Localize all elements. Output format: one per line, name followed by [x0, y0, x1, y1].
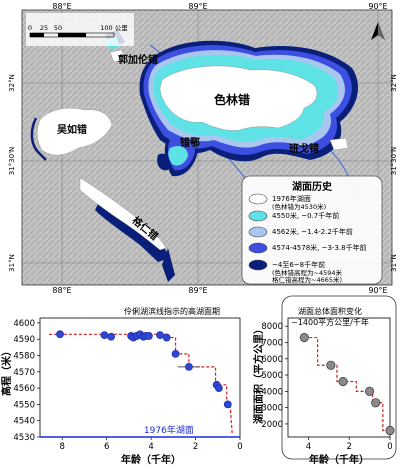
legend-swatch: [248, 193, 268, 205]
y-tick-label: 4540: [13, 417, 35, 427]
wuru-outline: [30, 117, 47, 161]
area-data-point: [299, 333, 309, 343]
area-x-label: 年龄（千年）: [309, 453, 369, 466]
lat-tick-31: 31°N: [8, 254, 16, 272]
y-tick-label: 5000: [261, 371, 283, 381]
y-tick-label: 4530: [13, 433, 35, 443]
legend-label: 4562米, ~1.4-2.2千年前: [272, 227, 353, 236]
data-point: [100, 331, 109, 340]
lake-level-envelope: [48, 333, 233, 434]
data-point: [184, 363, 193, 371]
legend-title: 湖面历史: [292, 180, 333, 193]
data-point: [56, 330, 64, 339]
x-tick-label: 6: [104, 442, 109, 452]
lat-tick-3130: 31°30'N: [8, 147, 16, 175]
scale-50: 50: [54, 24, 62, 32]
area-data-point: [365, 386, 375, 396]
area-data-point: [371, 398, 381, 408]
elevation-y-label: 高程（米）: [0, 346, 13, 396]
plot-area: [287, 317, 391, 438]
lon-tick-90-bottom: 90°E: [368, 286, 387, 295]
x-tick-label: 8: [60, 442, 65, 452]
x-tick-label: 4: [148, 442, 153, 452]
area-data-point: [326, 360, 336, 370]
y-tick-label: 4590: [13, 335, 35, 345]
data-point: [223, 400, 232, 409]
x-tick-label: 2: [193, 442, 198, 452]
data-point: [107, 332, 116, 341]
area-chart-subtitle: ~1400平方公里/千年: [291, 317, 369, 327]
lat-tick-32-right: 32°N: [390, 74, 398, 92]
lat-tick-32: 32°N: [8, 74, 16, 92]
lon-tick-89-bottom: 89°E: [188, 286, 207, 295]
y-tick-label: 4560: [13, 384, 35, 394]
x-tick-label: 0: [237, 442, 242, 452]
legend-sublabel: 格仁错高程为~4665米): [272, 275, 342, 284]
north-arrow-icon: [371, 22, 385, 40]
area-trend-line: [304, 336, 390, 432]
data-point: [156, 331, 164, 340]
label-guoman: 郭加伦错: [118, 53, 158, 66]
lake-1976: [37, 49, 349, 251]
area-chart: 湖面总体面积变化 ~1400平方公里/千年 湖面面积（平方公里） 年龄（千年） …: [252, 295, 397, 466]
x-tick-label: 2: [346, 442, 351, 452]
label-bange: 班戈错: [289, 142, 319, 155]
lon-tick-88: 88°E: [52, 2, 71, 11]
label-wuru: 吴如错: [57, 123, 87, 136]
legend-sublabel: (色林错为4530米): [272, 202, 326, 211]
area-chart-title: 湖面总体面积变化: [298, 306, 362, 316]
x-tick-label: 0: [387, 442, 392, 452]
label-jiachuo: 错鄂: [180, 136, 200, 149]
y-tick-label: 6000: [261, 355, 283, 365]
lon-tick-88-bottom: 88°E: [52, 286, 71, 295]
y-tick-label: 4550: [13, 400, 35, 410]
area-y-label: 湖面面积（平方公里）: [252, 324, 265, 424]
lon-tick-90: 90°E: [368, 2, 387, 11]
y-tick-label: 4600: [13, 319, 35, 329]
area-data-point: [338, 377, 348, 387]
x-tick-label: 4: [306, 442, 311, 452]
legend-swatch: [248, 242, 268, 254]
map-panel: 88°E 89°E 90°E 88°E 89°E 90°E 32°N 31°30…: [8, 2, 398, 295]
scale-25: 25: [40, 24, 48, 32]
scale-0: 0: [28, 24, 32, 32]
legend-sublabel: (色林错高程为~4594米: [272, 268, 343, 277]
legend-label: 4574-4578米, ~3-3.8千年前: [272, 243, 367, 252]
y-tick-label: 4570: [13, 368, 35, 378]
y-tick-label: 4000: [261, 387, 283, 397]
lake-1976-label: 1976年湖面: [144, 424, 194, 436]
y-tick-label: 3000: [261, 404, 283, 414]
scale-100: 100 公里: [100, 24, 128, 32]
elevation-chart-title: 伶俐湖滨线指示的高湖面期: [124, 306, 220, 316]
data-point: [162, 333, 171, 342]
elevation-chart: 伶俐湖滨线指示的高湖面期 高程（米） 年龄（千年） 8 6 4 2 0 4530 4540 4…: [0, 306, 243, 466]
y-tick-label: 2000: [261, 420, 283, 430]
elevation-x-label: 年龄（千年）: [121, 453, 181, 466]
map-legend: 湖面历史 1976年湖面(色林错为4530米)4550米, ~0.7千年前 456…: [241, 175, 383, 285]
label-selin: 色林错: [214, 92, 250, 107]
data-point: [144, 332, 153, 340]
y-tick-label: 7000: [261, 338, 283, 348]
legend-swatch: [248, 210, 268, 222]
lat-tick-31-right: 31°N: [390, 254, 398, 272]
legend-swatch: [248, 259, 268, 271]
data-point: [214, 384, 223, 392]
legend-label: ~4至6~8千年前: [272, 260, 325, 269]
legend-label: 4550米, ~0.7千年前: [272, 211, 339, 220]
data-point: [171, 349, 180, 358]
scale-bar: 0 25 50 100 公里: [26, 13, 134, 46]
chart-frame: [281, 295, 397, 460]
lat-tick-3130-right: 31°30'N: [390, 147, 398, 175]
y-tick-label: 8000: [261, 322, 283, 332]
y-tick-label: 4580: [13, 351, 35, 361]
lon-tick-89: 89°E: [188, 2, 207, 11]
legend-swatch: [248, 226, 268, 238]
area-data-point: [385, 425, 395, 436]
legend-label: 1976年湖面: [272, 194, 311, 203]
